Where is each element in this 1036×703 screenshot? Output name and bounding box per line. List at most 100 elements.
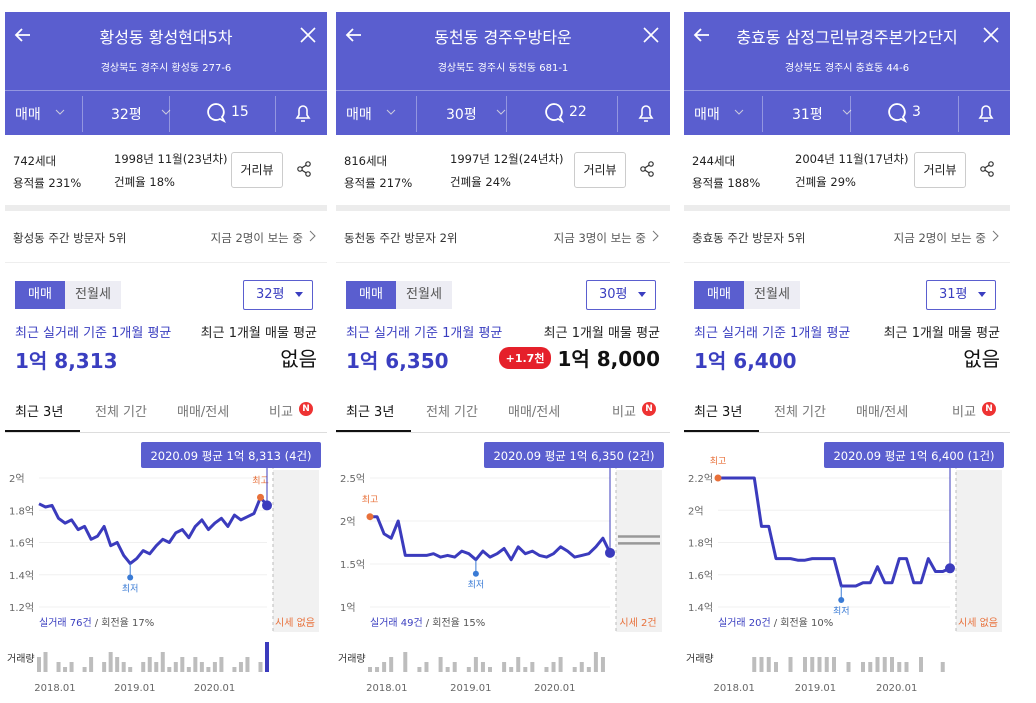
volume-bar: [861, 662, 865, 672]
section-line: [5, 262, 327, 263]
volume-bar: [245, 657, 250, 672]
volume-bar: [43, 652, 48, 672]
chart-tab[interactable]: 전체 기간: [95, 405, 147, 420]
alarm-button[interactable]: [976, 102, 996, 124]
arrow: [693, 28, 709, 42]
street-view-button[interactable]: 거리뷰: [231, 152, 283, 188]
chart-tab[interactable]: 최근 3년: [15, 405, 64, 420]
turnover: / 회전율 10%: [774, 617, 834, 629]
avg-label: 최근 실거래 기준 1개월 평균: [694, 326, 851, 341]
bell: [978, 105, 994, 122]
built-year: 1998년 11월(23년차): [114, 152, 228, 166]
trade-type[interactable]: 매매: [346, 107, 372, 123]
share-button[interactable]: [978, 160, 996, 178]
volume-bar: [488, 667, 492, 672]
share-dot: [305, 161, 311, 167]
price-line: [370, 515, 612, 562]
households: 742세대: [13, 154, 57, 168]
complex-title: 충효동 삼정그린뷰경주본가2단지: [736, 28, 958, 47]
volume-bar: [846, 662, 851, 672]
toggle-inactive[interactable]: 전월세: [744, 281, 800, 309]
volume-bar: [186, 667, 191, 672]
trade-type[interactable]: 매매: [15, 107, 41, 123]
y-tick-label: 1.6억: [9, 538, 34, 550]
section-band: [684, 205, 1010, 211]
bubble: [545, 103, 565, 123]
volume-bar: [115, 657, 120, 672]
chart-tab[interactable]: 전체 기간: [774, 405, 826, 420]
listing-label: 최근 1개월 매물 평균: [883, 326, 1000, 341]
tab-divider: [82, 96, 83, 132]
size-select[interactable]: 30평: [586, 280, 656, 310]
households: 816세대: [344, 154, 388, 168]
close-button[interactable]: [642, 26, 660, 44]
volume-bar: [265, 642, 269, 672]
volume-bar: [788, 657, 793, 672]
size-tab[interactable]: 31평: [792, 107, 823, 123]
volume-bar: [904, 662, 909, 672]
size-tab[interactable]: 32평: [111, 107, 142, 123]
comment-icon[interactable]: [886, 101, 908, 123]
size-select[interactable]: 31평: [926, 280, 996, 310]
size-select[interactable]: 32평: [243, 280, 313, 310]
address: 경상북도 경주시 충효동 44-6: [784, 63, 910, 74]
chart-tab[interactable]: 매매/전세: [508, 405, 561, 420]
volume-bar: [154, 662, 159, 672]
x: [643, 27, 659, 43]
forecast-area: [273, 470, 319, 632]
toggle-active[interactable]: 매매: [694, 281, 744, 309]
alarm-button[interactable]: [636, 102, 656, 124]
chart-tab[interactable]: 비교: [269, 405, 293, 420]
y-tick-label: 1.4억: [9, 570, 34, 582]
volume-bar: [897, 662, 902, 672]
back-button[interactable]: [344, 25, 364, 45]
tooltip: 2020.09 평균 1억 6,400 (1건): [833, 449, 994, 463]
close-button[interactable]: [299, 26, 317, 44]
volume-bar: [63, 667, 68, 672]
toggle-active[interactable]: 매매: [15, 281, 65, 309]
street-view-button[interactable]: 거리뷰: [914, 152, 966, 188]
volume-bar: [766, 657, 771, 672]
trade-type[interactable]: 매매: [694, 107, 720, 123]
volume-label: 거래량: [686, 653, 714, 665]
trade-summary: 실거래 49건 / 회전율 15%: [370, 617, 485, 629]
chart-tab[interactable]: 비교: [952, 405, 976, 420]
chart-tab[interactable]: 최근 3년: [694, 405, 743, 420]
street-view-button[interactable]: 거리뷰: [574, 152, 626, 188]
watching: 지금 2명이 보는 중: [893, 231, 986, 245]
comment-icon[interactable]: [205, 101, 227, 123]
volume-bar: [480, 662, 485, 672]
x-tick-label: 2019.01: [450, 683, 491, 694]
toggle-active[interactable]: 매매: [346, 281, 396, 309]
arrow: [345, 28, 361, 42]
high-point: [256, 493, 264, 501]
dropdown-triangle: [295, 292, 303, 297]
volume-bar: [882, 657, 887, 672]
back-button[interactable]: [13, 25, 33, 45]
y-tick-label: 1억: [340, 602, 356, 614]
x: [983, 27, 999, 43]
high-point: [714, 474, 722, 482]
chart-tab[interactable]: 매매/전세: [856, 405, 909, 420]
alarm-button[interactable]: [293, 102, 313, 124]
comment-icon[interactable]: [543, 101, 565, 123]
chart-tab[interactable]: 매매/전세: [177, 405, 230, 420]
chart-tab[interactable]: 최근 3년: [346, 405, 395, 420]
y-tick-label: 1.5억: [340, 559, 365, 571]
volume-bar: [530, 662, 535, 672]
toggle-inactive[interactable]: 전월세: [65, 281, 121, 309]
size-tab[interactable]: 30평: [446, 107, 477, 123]
y-tick-label: 1.4억: [688, 602, 713, 614]
volume-bar: [167, 667, 172, 672]
chart-tab[interactable]: 전체 기간: [426, 405, 478, 420]
close-button[interactable]: [982, 26, 1000, 44]
chev: [734, 109, 744, 115]
share-button[interactable]: [295, 160, 313, 178]
share-dot: [980, 166, 986, 172]
back-button[interactable]: [692, 25, 712, 45]
chart-tab[interactable]: 비교: [612, 405, 636, 420]
tri: [295, 292, 303, 297]
toggle-inactive[interactable]: 전월세: [396, 281, 452, 309]
share-button[interactable]: [638, 160, 656, 178]
